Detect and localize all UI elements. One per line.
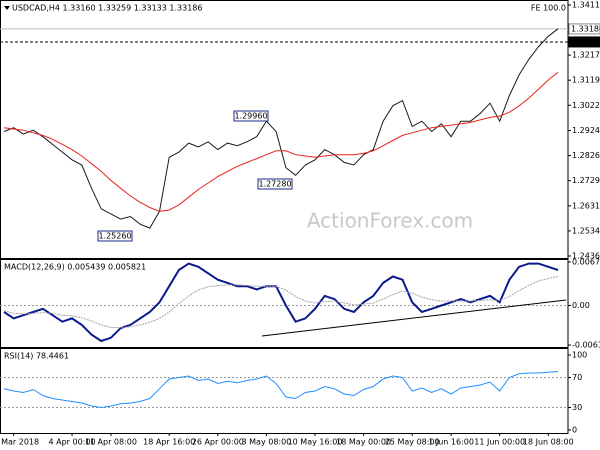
- x-tick-label: 4 Apr 00:00: [48, 438, 95, 447]
- y-tick-label: 100: [572, 351, 587, 360]
- y-tick-label: 1.29240: [572, 126, 600, 135]
- y-tick-label: 30: [572, 403, 582, 412]
- panel-note: FE 100.0: [531, 4, 566, 13]
- x-tick-label: 10 May 16:00: [288, 438, 343, 447]
- watermark: ActionForex.com: [307, 209, 473, 233]
- panel-frame: [0, 259, 569, 348]
- y-tick-label: 1.27290: [572, 176, 600, 185]
- x-tick-label: 25 May 08:00: [385, 438, 440, 447]
- panel-title: USDCAD,H4 1.33160 1.33259 1.33133 1.3318…: [12, 4, 202, 13]
- y-tick-label: 1.30220: [572, 101, 600, 110]
- y-tick-label: 1.26315: [572, 201, 600, 210]
- trendline: [261, 299, 567, 337]
- y-tick-label: 1.34115: [572, 1, 600, 10]
- series-line: [3, 276, 559, 328]
- y-tick-label: 1.32170: [572, 51, 600, 60]
- series-line: [3, 262, 559, 343]
- x-tick-label: 11 Jun 00:00: [474, 438, 525, 447]
- x-tick-label: 18 Apr 16:00: [143, 438, 195, 447]
- annotation-label: 1.29960: [234, 112, 267, 121]
- price-label: 1.33186: [571, 24, 600, 33]
- x-tick-label: 11 Apr 08:00: [85, 438, 137, 447]
- annotation-label: 1.25260: [98, 232, 131, 241]
- x-tick-label: 26 Apr 00:00: [192, 438, 244, 447]
- x-tick-label: 1 Jun 16:00: [428, 438, 474, 447]
- series-line: [3, 28, 559, 229]
- y-tick-label: 1.25340: [572, 226, 600, 235]
- panel-frame: [0, 348, 569, 434]
- y-tick-label: 0.00: [572, 301, 590, 310]
- series-line: [3, 71, 559, 212]
- x-tick-label: 18 May 00:00: [336, 438, 391, 447]
- price-label-box: [568, 36, 600, 48]
- annotation-box: [233, 110, 269, 122]
- series-line: [3, 371, 559, 409]
- annotation-label: 1.27280: [258, 180, 291, 189]
- x-tick-label: 18 Jun 08:00: [523, 438, 574, 447]
- y-tick-label: 1.28265: [572, 151, 600, 160]
- x-tick-label: 3 May 08:00: [242, 438, 292, 447]
- y-tick-label: 0.006745: [572, 258, 600, 267]
- y-tick-label: 1.31195: [572, 76, 600, 85]
- y-tick-label: 1.24365: [572, 252, 600, 261]
- y-tick-label: 0: [572, 426, 577, 435]
- panel-title: RSI(14) 78.4461: [4, 352, 69, 361]
- title-arrow: [4, 6, 10, 10]
- annotation-box: [97, 230, 133, 242]
- annotation-box: [257, 178, 293, 190]
- y-tick-label: 70: [572, 373, 582, 382]
- panel-title: MACD(12,26,9) 0.005439 0.005821: [4, 263, 146, 272]
- price-label-box: [568, 23, 600, 35]
- y-tick-label: -0.006115: [572, 341, 600, 350]
- panel-frame: [0, 0, 569, 259]
- x-tick-label: 27 Mar 2018: [0, 438, 39, 447]
- price-label: 1.32680: [571, 37, 600, 46]
